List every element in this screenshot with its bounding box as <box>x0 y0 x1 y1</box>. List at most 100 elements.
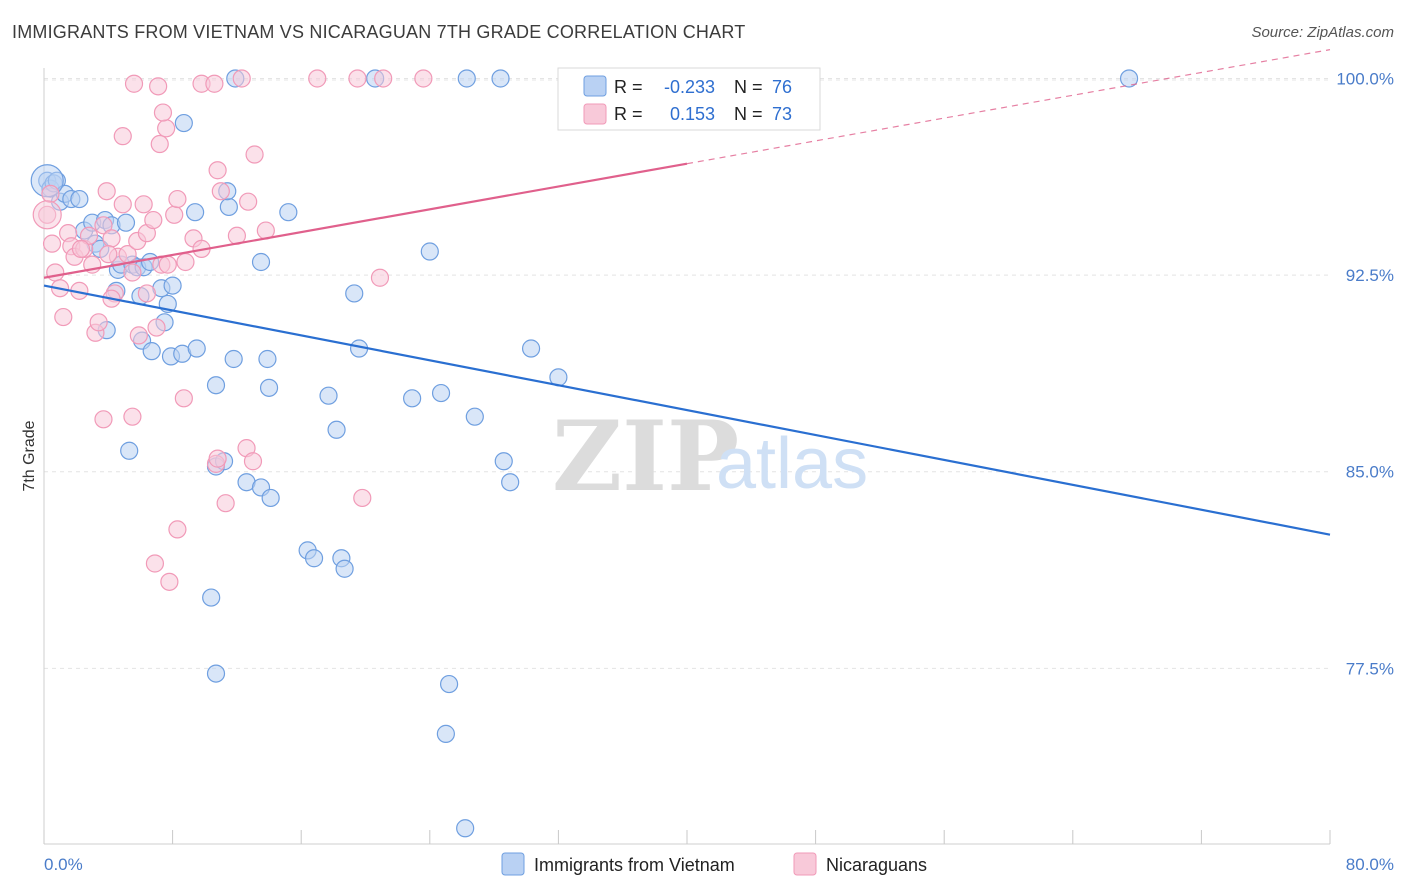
data-point <box>144 210 163 230</box>
series-legend: Immigrants from Vietnam Nicaraguans <box>501 852 927 876</box>
data-point <box>153 103 173 122</box>
x-tick-label-max: 80.0% <box>1346 855 1394 874</box>
data-point <box>456 819 475 838</box>
data-point <box>116 213 136 232</box>
gridlines <box>44 77 1330 669</box>
data-point <box>124 74 144 93</box>
data-point <box>465 407 484 426</box>
bottom-legend-swatch-nicaraguans <box>793 852 817 876</box>
data-point <box>501 473 520 492</box>
data-point <box>94 410 113 429</box>
data-point <box>102 229 121 248</box>
data-point <box>174 389 193 408</box>
trendline-solid <box>43 162 688 279</box>
data-point <box>439 674 459 694</box>
data-point <box>205 74 224 93</box>
data-point <box>120 441 139 460</box>
data-point <box>335 559 354 578</box>
data-point <box>491 69 510 88</box>
data-point <box>97 182 116 201</box>
data-point <box>113 195 132 214</box>
data-point <box>46 263 65 282</box>
data-point <box>521 339 541 358</box>
correlation-legend: R = -0.233 N = 76 R = 0.153 N = 73 <box>557 67 821 131</box>
data-point <box>174 113 193 133</box>
series-nicaraguans-points <box>32 69 581 591</box>
data-point <box>327 420 346 439</box>
y-tick-labels: 100.0% 92.5% 85.0% 77.5% <box>1336 69 1394 678</box>
bottom-legend-label-vietnam: Immigrants from Vietnam <box>534 855 735 875</box>
data-point <box>186 203 205 222</box>
data-point <box>206 664 226 683</box>
legend-n-label-0: N = <box>734 77 763 97</box>
y-tick-label: 92.5% <box>1346 266 1394 285</box>
data-point <box>216 494 235 513</box>
data-point <box>211 182 230 201</box>
data-point <box>41 184 60 203</box>
data-point <box>150 134 169 154</box>
watermark-atlas: atlas <box>716 424 868 504</box>
data-point <box>206 376 226 395</box>
data-point <box>348 69 367 88</box>
data-point <box>157 119 176 138</box>
data-point <box>99 245 118 264</box>
data-point <box>219 197 238 217</box>
data-point <box>123 263 142 282</box>
watermark: ZIP atlas <box>552 400 868 513</box>
data-point <box>374 69 393 88</box>
data-point <box>1119 69 1139 88</box>
x-tick-label-min: 0.0% <box>44 855 83 874</box>
data-point <box>243 452 263 471</box>
source-credit: Source: ZipAtlas.com <box>1251 24 1394 41</box>
data-point <box>113 127 132 146</box>
legend-r-label-0: R = <box>614 77 643 97</box>
data-point <box>436 724 455 743</box>
data-point <box>414 69 433 88</box>
data-point <box>259 378 279 397</box>
data-point <box>147 318 166 337</box>
trendline-dashed <box>686 49 1331 165</box>
legend-r-value-1: 0.153 <box>670 104 715 124</box>
y-axis-label: 7th Grade <box>21 420 38 491</box>
data-point <box>123 407 142 426</box>
legend-n-value-1: 73 <box>772 104 792 124</box>
trendline-solid <box>43 284 1331 536</box>
data-point <box>168 520 187 539</box>
legend-swatch-nicaraguans <box>583 103 607 125</box>
data-point <box>79 226 99 245</box>
data-point <box>353 488 372 508</box>
data-point <box>304 549 324 568</box>
data-point <box>165 205 184 224</box>
data-point <box>137 284 156 303</box>
data-point <box>89 313 108 332</box>
data-point <box>168 189 187 209</box>
data-point <box>160 572 179 591</box>
data-point <box>94 216 113 235</box>
data-point <box>261 488 280 508</box>
data-point <box>232 69 251 88</box>
chart-title: IMMIGRANTS FROM VIETNAM VS NICARAGUAN 7T… <box>12 22 746 42</box>
legend-r-label-1: R = <box>614 104 643 124</box>
data-point <box>258 349 277 369</box>
data-point <box>71 239 91 258</box>
trendlines <box>43 49 1331 536</box>
data-point <box>134 195 153 214</box>
data-point <box>176 252 195 272</box>
data-point <box>420 242 439 261</box>
data-point <box>345 284 364 303</box>
data-point <box>149 77 168 96</box>
data-point <box>70 189 89 209</box>
legend-n-label-1: N = <box>734 104 763 124</box>
bottom-legend-swatch-vietnam <box>501 852 525 876</box>
data-point <box>370 268 390 287</box>
data-point <box>145 554 165 573</box>
data-point <box>158 255 177 274</box>
data-point <box>319 386 338 405</box>
y-tick-label: 85.0% <box>1346 463 1394 482</box>
data-point <box>457 69 476 88</box>
data-point <box>54 307 73 327</box>
x-ticks <box>43 830 1331 844</box>
data-point <box>129 326 148 345</box>
data-point <box>202 588 221 607</box>
